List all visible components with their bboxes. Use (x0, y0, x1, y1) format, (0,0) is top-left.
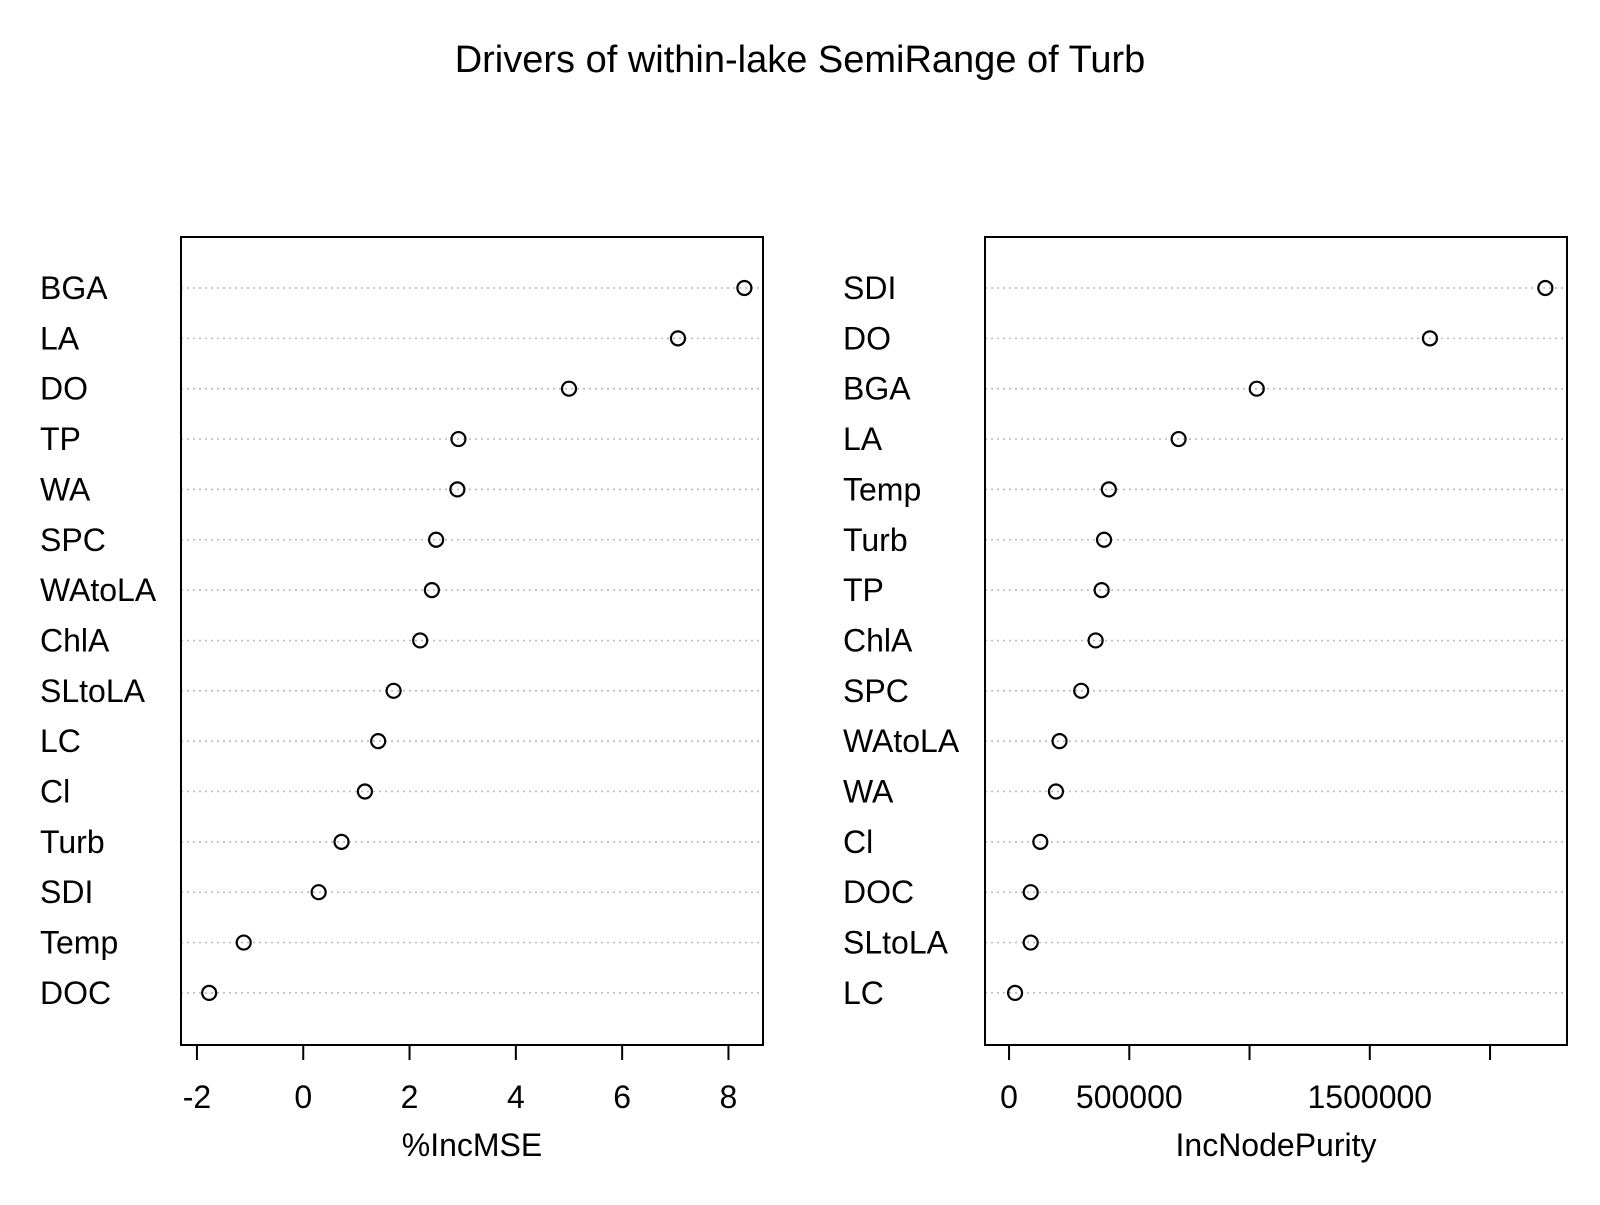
category-label-incnodepurity: Turb (843, 522, 908, 558)
category-label-incmse: DO (40, 371, 88, 407)
data-point-incnodepurity (1022, 934, 1039, 951)
category-label-incmse: SDI (40, 874, 93, 910)
panel-incnodepurity: SDI DO BGA LA Temp Turb TP ChlA SPC WAtoLA WA Cl DOC… (843, 236, 1568, 1163)
x-tick-label-incmse: 6 (613, 1079, 631, 1115)
x-tick-label-incnodepurity: 500000 (1076, 1079, 1183, 1115)
data-point-incmse (736, 279, 753, 297)
data-point-incnodepurity (1051, 733, 1068, 750)
data-point-incnodepurity (1170, 430, 1187, 448)
data-point-incnodepurity (1047, 783, 1065, 800)
plot-frame-incmse (180, 236, 764, 1046)
data-point-incnodepurity (1095, 531, 1113, 548)
category-label-incmse: BGA (40, 270, 108, 306)
data-point-incmse (423, 581, 440, 599)
category-label-incnodepurity: SPC (843, 673, 909, 709)
category-label-incmse: WA (40, 471, 91, 507)
category-label-incnodepurity: DO (843, 320, 891, 356)
category-label-incnodepurity: BGA (843, 371, 911, 407)
chart-title: Drivers of within-lake SemiRange of Turb (455, 39, 1146, 81)
data-point-incmse (428, 531, 445, 548)
category-label-incmse: WAtoLA (40, 572, 157, 608)
category-label-incmse: LA (40, 320, 80, 356)
data-point-incmse (235, 934, 252, 951)
category-label-incmse: Temp (40, 925, 118, 961)
category-label-incmse: SLtoLA (40, 673, 146, 709)
data-point-incmse (370, 733, 387, 750)
data-point-incmse (412, 632, 429, 649)
category-label-incmse: LC (40, 723, 81, 759)
x-tick-label-incmse: 4 (507, 1079, 525, 1115)
data-point-incnodepurity (1421, 330, 1439, 347)
data-point-incnodepurity (1006, 984, 1024, 1002)
category-label-incnodepurity: Temp (843, 471, 921, 507)
category-label-incmse: TP (40, 421, 81, 457)
x-axis-label-incmse: %IncMSE (402, 1127, 542, 1163)
x-tick-label-incmse: 2 (401, 1079, 419, 1115)
data-point-incmse (449, 481, 466, 498)
x-axis-label-incnodepurity: IncNodePurity (1176, 1127, 1377, 1163)
category-label-incnodepurity: LC (843, 975, 884, 1011)
category-label-incnodepurity: LA (843, 421, 883, 457)
category-label-incnodepurity: SDI (843, 270, 896, 306)
x-tick-label-incmse: -2 (183, 1079, 211, 1115)
category-label-incnodepurity: SLtoLA (843, 925, 949, 961)
x-tick-label-incmse: 8 (720, 1079, 738, 1115)
category-label-incmse: Cl (40, 774, 70, 810)
category-label-incnodepurity: Cl (843, 824, 873, 860)
x-tick-label-incnodepurity: 0 (1000, 1079, 1018, 1115)
data-point-incnodepurity (1032, 833, 1049, 850)
data-point-incnodepurity (1022, 884, 1039, 901)
data-point-incnodepurity (1093, 581, 1110, 599)
data-point-incmse (201, 984, 218, 1002)
x-tick-label-incnodepurity: 1500000 (1308, 1079, 1433, 1115)
x-tick-label-incmse: 0 (294, 1079, 312, 1115)
category-label-incnodepurity: WAtoLA (843, 723, 960, 759)
data-point-incmse (333, 833, 350, 850)
data-point-incnodepurity (1073, 682, 1090, 699)
category-label-incnodepurity: TP (843, 572, 884, 608)
category-label-incmse: ChlA (40, 622, 110, 658)
category-label-incnodepurity: ChlA (843, 622, 913, 658)
category-label-incmse: DOC (40, 975, 111, 1011)
data-point-incnodepurity (1087, 632, 1104, 649)
plot-frame-incnodepurity (984, 236, 1568, 1046)
panel-incmse: BGA LA DO TP WA SPC WAtoLA ChlA SLtoLA LC Cl Turb SD… (40, 236, 764, 1163)
category-label-incnodepurity: DOC (843, 874, 914, 910)
data-point-incmse (356, 783, 374, 800)
data-point-incmse (669, 330, 687, 347)
data-point-incnodepurity (1537, 279, 1554, 297)
data-point-incmse (385, 682, 402, 699)
category-label-incmse: SPC (40, 522, 106, 558)
category-label-incnodepurity: WA (843, 774, 894, 810)
data-point-incnodepurity (1248, 380, 1265, 397)
data-point-incmse (310, 884, 327, 901)
data-point-incmse (450, 430, 467, 448)
data-point-incmse (560, 380, 578, 397)
category-label-incmse: Turb (40, 824, 105, 860)
data-point-incnodepurity (1100, 481, 1117, 498)
